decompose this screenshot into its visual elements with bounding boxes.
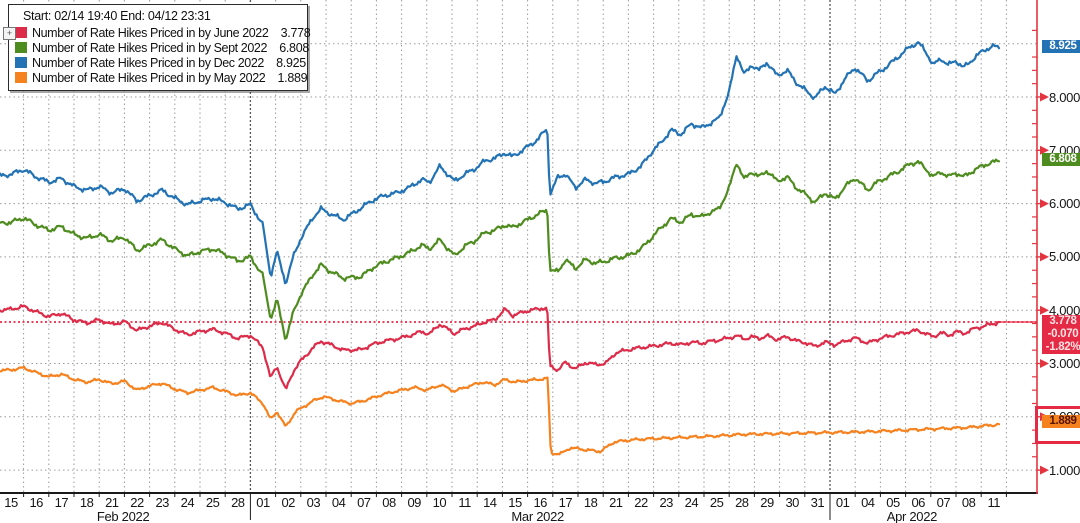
last-value-badge-may-2022: 1.889	[1042, 415, 1080, 429]
x-axis-label: 18	[79, 495, 94, 510]
x-axis-label: 28	[735, 495, 749, 510]
badge-last-value: 3.778	[1049, 315, 1077, 328]
series-swatch-june	[15, 27, 27, 38]
x-axis-label: 24	[180, 495, 195, 510]
x-axis-label: 10	[432, 495, 447, 510]
x-axis-label: 08	[382, 495, 396, 510]
x-axis-label: 18	[583, 495, 598, 510]
x-axis-label: 21	[105, 495, 119, 510]
badge-pct-change: -1.82%	[1045, 341, 1080, 354]
series-swatch-may	[15, 72, 27, 83]
y-axis-label: 6.000	[1049, 196, 1080, 212]
y-tick-arrow-icon	[1040, 145, 1049, 155]
x-axis-label: 08	[961, 495, 976, 510]
series-swatch-sept	[15, 42, 27, 53]
x-axis-label: 03	[306, 495, 321, 510]
expand-icon[interactable]: +	[3, 27, 16, 40]
last-value-badge-june-2022: 3.778 -0.070 -1.82%	[1042, 315, 1080, 355]
x-axis-label: 31	[810, 495, 825, 510]
legend-item-may-2022[interactable]: Number of Rate Hikes Priced in by May 20…	[9, 70, 308, 85]
y-axis-label: 3.000	[1049, 356, 1080, 371]
x-axis-label: 07	[357, 495, 371, 510]
y-axis-label: 4.000	[1049, 302, 1080, 318]
legend-item-june-2022[interactable]: Number of Rate Hikes Priced in by June 2…	[9, 25, 311, 40]
x-axis-label: 22	[634, 495, 648, 510]
month-label-mar: Mar 2022	[511, 509, 564, 523]
x-axis-label: 04	[861, 495, 875, 510]
y-tick-arrow-icon	[1040, 92, 1049, 102]
x-axis-label: 02	[281, 495, 295, 510]
y-axis-label: 1.000	[1049, 462, 1080, 478]
x-axis-label: 09	[407, 495, 421, 510]
series-swatch-dec	[15, 57, 27, 68]
legend-item-label: Number of Rate Hikes Priced in by Sept 2…	[32, 40, 268, 55]
legend-item-label: Number of Rate Hikes Priced in by May 20…	[32, 70, 266, 85]
series-line-sept-2022	[0, 158, 1001, 340]
month-label-feb: Feb 2022	[96, 509, 150, 523]
badge-value: 8.925	[1049, 40, 1077, 53]
x-axis-label: 11	[987, 495, 1001, 510]
legend-item-value: 1.889	[277, 70, 308, 85]
x-axis-label: 15	[4, 495, 18, 510]
series-line-june-2022	[0, 304, 1001, 390]
legend-item-dec-2022[interactable]: Number of Rate Hikes Priced in by Dec 20…	[9, 55, 307, 70]
badge-value: 6.808	[1049, 153, 1077, 166]
x-axis-label: 01	[256, 495, 270, 510]
x-axis-label: 28	[231, 495, 245, 510]
x-axis-label: 29	[760, 495, 774, 510]
legend-item-value: 6.808	[279, 40, 310, 55]
x-axis-label: 15	[508, 495, 522, 510]
legend-box: + Start: 02/14 19:40 End: 04/12 23:31 Nu…	[3, 4, 311, 91]
x-axis-label: 25	[205, 495, 220, 510]
badge-net-change: -0.070	[1047, 328, 1079, 341]
x-axis-label: 30	[785, 495, 799, 510]
legend-item-label: Number of Rate Hikes Priced in by Dec 20…	[32, 55, 264, 70]
x-axis-label: 07	[936, 495, 951, 510]
y-axis-label: 5.000	[1049, 249, 1080, 265]
x-axis-label: 21	[609, 495, 623, 510]
x-axis-label: 17	[54, 495, 69, 510]
series-line-dec-2022	[0, 41, 1001, 285]
x-axis-label: 24	[684, 495, 699, 510]
x-axis-label: 05	[886, 495, 900, 510]
x-axis-label: 11	[458, 495, 471, 510]
y-tick-arrow-icon	[1040, 305, 1049, 315]
legend-item-sept-2022[interactable]: Number of Rate Hikes Priced in by Sept 2…	[9, 40, 310, 55]
x-axis-label: 25	[709, 495, 724, 510]
legend-item-value: 3.778	[280, 25, 311, 40]
x-axis-label: 22	[130, 495, 144, 510]
x-axis-label: 17	[558, 495, 573, 510]
x-axis-label: 06	[911, 495, 925, 510]
y-tick-arrow-icon	[1040, 252, 1049, 262]
highlight-box	[1035, 406, 1080, 444]
series-line-may-2022	[0, 365, 1001, 456]
x-axis-label: 23	[659, 495, 673, 510]
last-value-badge-sept-2022: 6.808	[1042, 153, 1080, 167]
x-axis-label: 16	[533, 495, 547, 510]
x-axis-label: 04	[331, 495, 346, 510]
badge-value: 1.889	[1049, 415, 1077, 428]
x-axis-label: 14	[483, 495, 497, 510]
legend-item-value: 8.925	[276, 55, 306, 70]
month-label-apr: Apr 2022	[886, 509, 938, 523]
legend-item-label: Number of Rate Hikes Priced in by June 2…	[32, 25, 269, 40]
y-tick-arrow-icon	[1040, 465, 1049, 475]
x-axis-label: 01	[835, 495, 850, 510]
last-value-badge-dec-2022: 8.925	[1042, 40, 1080, 54]
y-tick-arrow-icon	[1040, 199, 1049, 209]
legend-title: Start: 02/14 19:40 End: 04/12 23:31	[23, 9, 211, 23]
x-axis-label: 23	[155, 495, 169, 510]
y-tick-arrow-icon	[1040, 359, 1049, 368]
y-axis-label: 8.000	[1049, 89, 1080, 105]
x-axis-label: 16	[29, 495, 43, 510]
